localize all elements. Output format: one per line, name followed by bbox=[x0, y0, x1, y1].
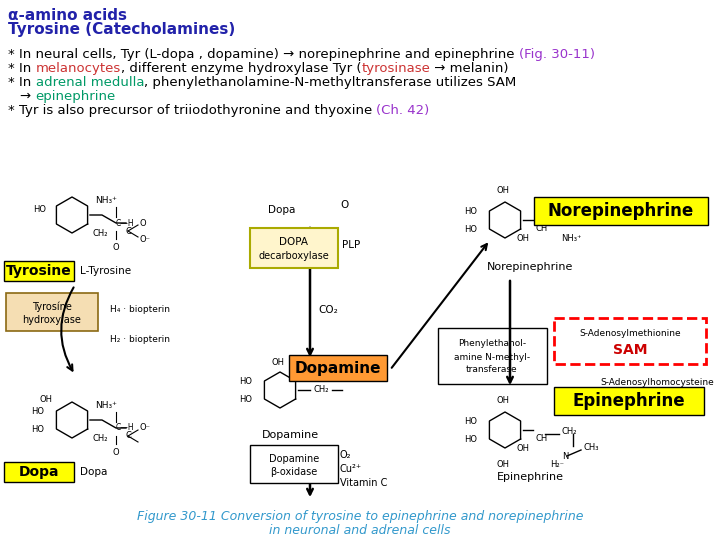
Text: NH₃⁺: NH₃⁺ bbox=[95, 401, 117, 410]
FancyBboxPatch shape bbox=[4, 261, 74, 281]
Text: NH₃⁺: NH₃⁺ bbox=[95, 196, 117, 205]
Text: (Fig. 30-11): (Fig. 30-11) bbox=[518, 48, 595, 61]
FancyBboxPatch shape bbox=[554, 387, 704, 415]
Text: * In neural cells, Tyr (L-dopa , dopamine) → norepinephrine and epinephrine: * In neural cells, Tyr (L-dopa , dopamin… bbox=[8, 48, 518, 61]
Text: OH: OH bbox=[497, 460, 510, 469]
Text: OH: OH bbox=[516, 444, 529, 453]
Text: DOPA: DOPA bbox=[279, 237, 308, 247]
Text: Vitamin C: Vitamin C bbox=[340, 478, 387, 488]
Text: epinephrine: epinephrine bbox=[35, 90, 116, 103]
Text: Dopa: Dopa bbox=[80, 467, 107, 477]
Text: C: C bbox=[125, 431, 131, 441]
Text: SAM: SAM bbox=[613, 343, 647, 357]
Text: Cu²⁺: Cu²⁺ bbox=[340, 464, 362, 474]
Text: C—H: C—H bbox=[116, 219, 135, 227]
Text: PLP: PLP bbox=[342, 240, 360, 250]
Text: Tyrosine (Catecholamines): Tyrosine (Catecholamines) bbox=[8, 22, 235, 37]
Text: melanocytes: melanocytes bbox=[35, 62, 121, 75]
Text: O: O bbox=[340, 200, 348, 210]
Text: C: C bbox=[125, 226, 131, 235]
Text: HO: HO bbox=[464, 416, 477, 426]
Text: N: N bbox=[562, 452, 568, 461]
FancyBboxPatch shape bbox=[250, 228, 338, 268]
Text: transferase: transferase bbox=[466, 366, 518, 375]
Text: OH: OH bbox=[271, 358, 284, 367]
Text: HO: HO bbox=[464, 206, 477, 215]
Text: NH₃⁺: NH₃⁺ bbox=[561, 234, 582, 243]
Text: CH₂: CH₂ bbox=[561, 218, 577, 226]
Text: Norepinephrine: Norepinephrine bbox=[487, 262, 573, 272]
Text: OH: OH bbox=[39, 395, 52, 404]
Text: Tyrosine: Tyrosine bbox=[6, 264, 72, 278]
Text: HO: HO bbox=[31, 424, 44, 434]
Text: O⁻: O⁻ bbox=[140, 423, 151, 433]
Text: hydroxylase: hydroxylase bbox=[22, 315, 81, 325]
Text: HO: HO bbox=[464, 225, 477, 233]
Text: H₄ · biopterin: H₄ · biopterin bbox=[110, 306, 170, 314]
Text: Epinephrine: Epinephrine bbox=[572, 392, 685, 410]
Text: S-Adenosylmethionine: S-Adenosylmethionine bbox=[579, 329, 681, 339]
FancyBboxPatch shape bbox=[6, 293, 98, 331]
Text: in neuronal and adrenal cells: in neuronal and adrenal cells bbox=[269, 524, 451, 537]
Text: , phenylethanolamine-N-methyltransferase utilizes SAM: , phenylethanolamine-N-methyltransferase… bbox=[144, 76, 516, 89]
FancyBboxPatch shape bbox=[289, 355, 387, 381]
Text: CO₂: CO₂ bbox=[318, 305, 338, 315]
Text: α-amino acids: α-amino acids bbox=[8, 8, 127, 23]
FancyBboxPatch shape bbox=[250, 445, 338, 483]
Text: Dopamine: Dopamine bbox=[261, 430, 318, 440]
Text: Figure 30-11 Conversion of tyrosine to epinephrine and norepinephrine: Figure 30-11 Conversion of tyrosine to e… bbox=[137, 510, 583, 523]
Text: OH: OH bbox=[497, 396, 510, 405]
Text: CH₂: CH₂ bbox=[92, 434, 108, 443]
Text: * In: * In bbox=[8, 62, 35, 75]
Text: H₂ · biopterin: H₂ · biopterin bbox=[110, 335, 170, 345]
Text: O₂: O₂ bbox=[340, 450, 351, 460]
Text: HO: HO bbox=[239, 376, 252, 386]
Text: adrenal medulla: adrenal medulla bbox=[35, 76, 144, 89]
Text: O⁻: O⁻ bbox=[140, 234, 151, 244]
Text: O: O bbox=[113, 448, 120, 457]
Text: H₂⁻: H₂⁻ bbox=[550, 460, 564, 469]
Text: OH: OH bbox=[497, 186, 510, 195]
Text: HO: HO bbox=[239, 395, 252, 403]
Text: → melanin): → melanin) bbox=[430, 62, 508, 75]
Text: Dopa: Dopa bbox=[268, 205, 295, 215]
Text: tyrosinase: tyrosinase bbox=[361, 62, 430, 75]
Text: HO: HO bbox=[33, 205, 46, 214]
Text: * Tyr is also precursor of triiodothyronine and thyoxine: * Tyr is also precursor of triiodothyron… bbox=[8, 104, 377, 117]
Text: Phenylethanol-: Phenylethanol- bbox=[458, 340, 526, 348]
Text: O: O bbox=[113, 243, 120, 252]
Text: CH₂: CH₂ bbox=[561, 428, 577, 436]
Text: OH: OH bbox=[516, 234, 529, 243]
Text: CH: CH bbox=[535, 224, 547, 233]
Text: Dopa: Dopa bbox=[19, 465, 59, 479]
Text: CH: CH bbox=[535, 434, 547, 443]
Text: CH₂: CH₂ bbox=[314, 386, 330, 395]
FancyBboxPatch shape bbox=[554, 318, 706, 364]
FancyBboxPatch shape bbox=[438, 328, 547, 384]
Text: , different enzyme hydroxylase Tyr (: , different enzyme hydroxylase Tyr ( bbox=[121, 62, 361, 75]
Text: HO: HO bbox=[464, 435, 477, 443]
Text: β-oxidase: β-oxidase bbox=[271, 467, 318, 477]
Text: HO: HO bbox=[31, 407, 44, 415]
Text: CH₃: CH₃ bbox=[583, 443, 598, 453]
Text: CH₂: CH₂ bbox=[92, 229, 108, 238]
Text: Dopamine: Dopamine bbox=[269, 454, 319, 464]
Text: O: O bbox=[140, 219, 147, 227]
Text: →: → bbox=[20, 90, 35, 103]
Text: L-Tyrosine: L-Tyrosine bbox=[80, 266, 131, 276]
FancyBboxPatch shape bbox=[4, 462, 74, 482]
Text: NH₃⁺: NH₃⁺ bbox=[344, 375, 364, 384]
Text: S-Adenosylhomocysteine: S-Adenosylhomocysteine bbox=[600, 378, 714, 387]
Text: C—H: C—H bbox=[116, 423, 135, 433]
FancyBboxPatch shape bbox=[534, 197, 708, 225]
Text: (Ch. 42): (Ch. 42) bbox=[377, 104, 430, 117]
Text: Norepinephrine: Norepinephrine bbox=[548, 202, 694, 220]
Text: amine N-methyl-: amine N-methyl- bbox=[454, 353, 530, 361]
Text: Epinephrine: Epinephrine bbox=[497, 472, 564, 482]
Text: Dopamine: Dopamine bbox=[294, 361, 382, 375]
Text: Tyrosíne: Tyrosíne bbox=[32, 302, 72, 312]
Text: * In: * In bbox=[8, 76, 35, 89]
Text: decarboxylase: decarboxylase bbox=[258, 251, 329, 261]
